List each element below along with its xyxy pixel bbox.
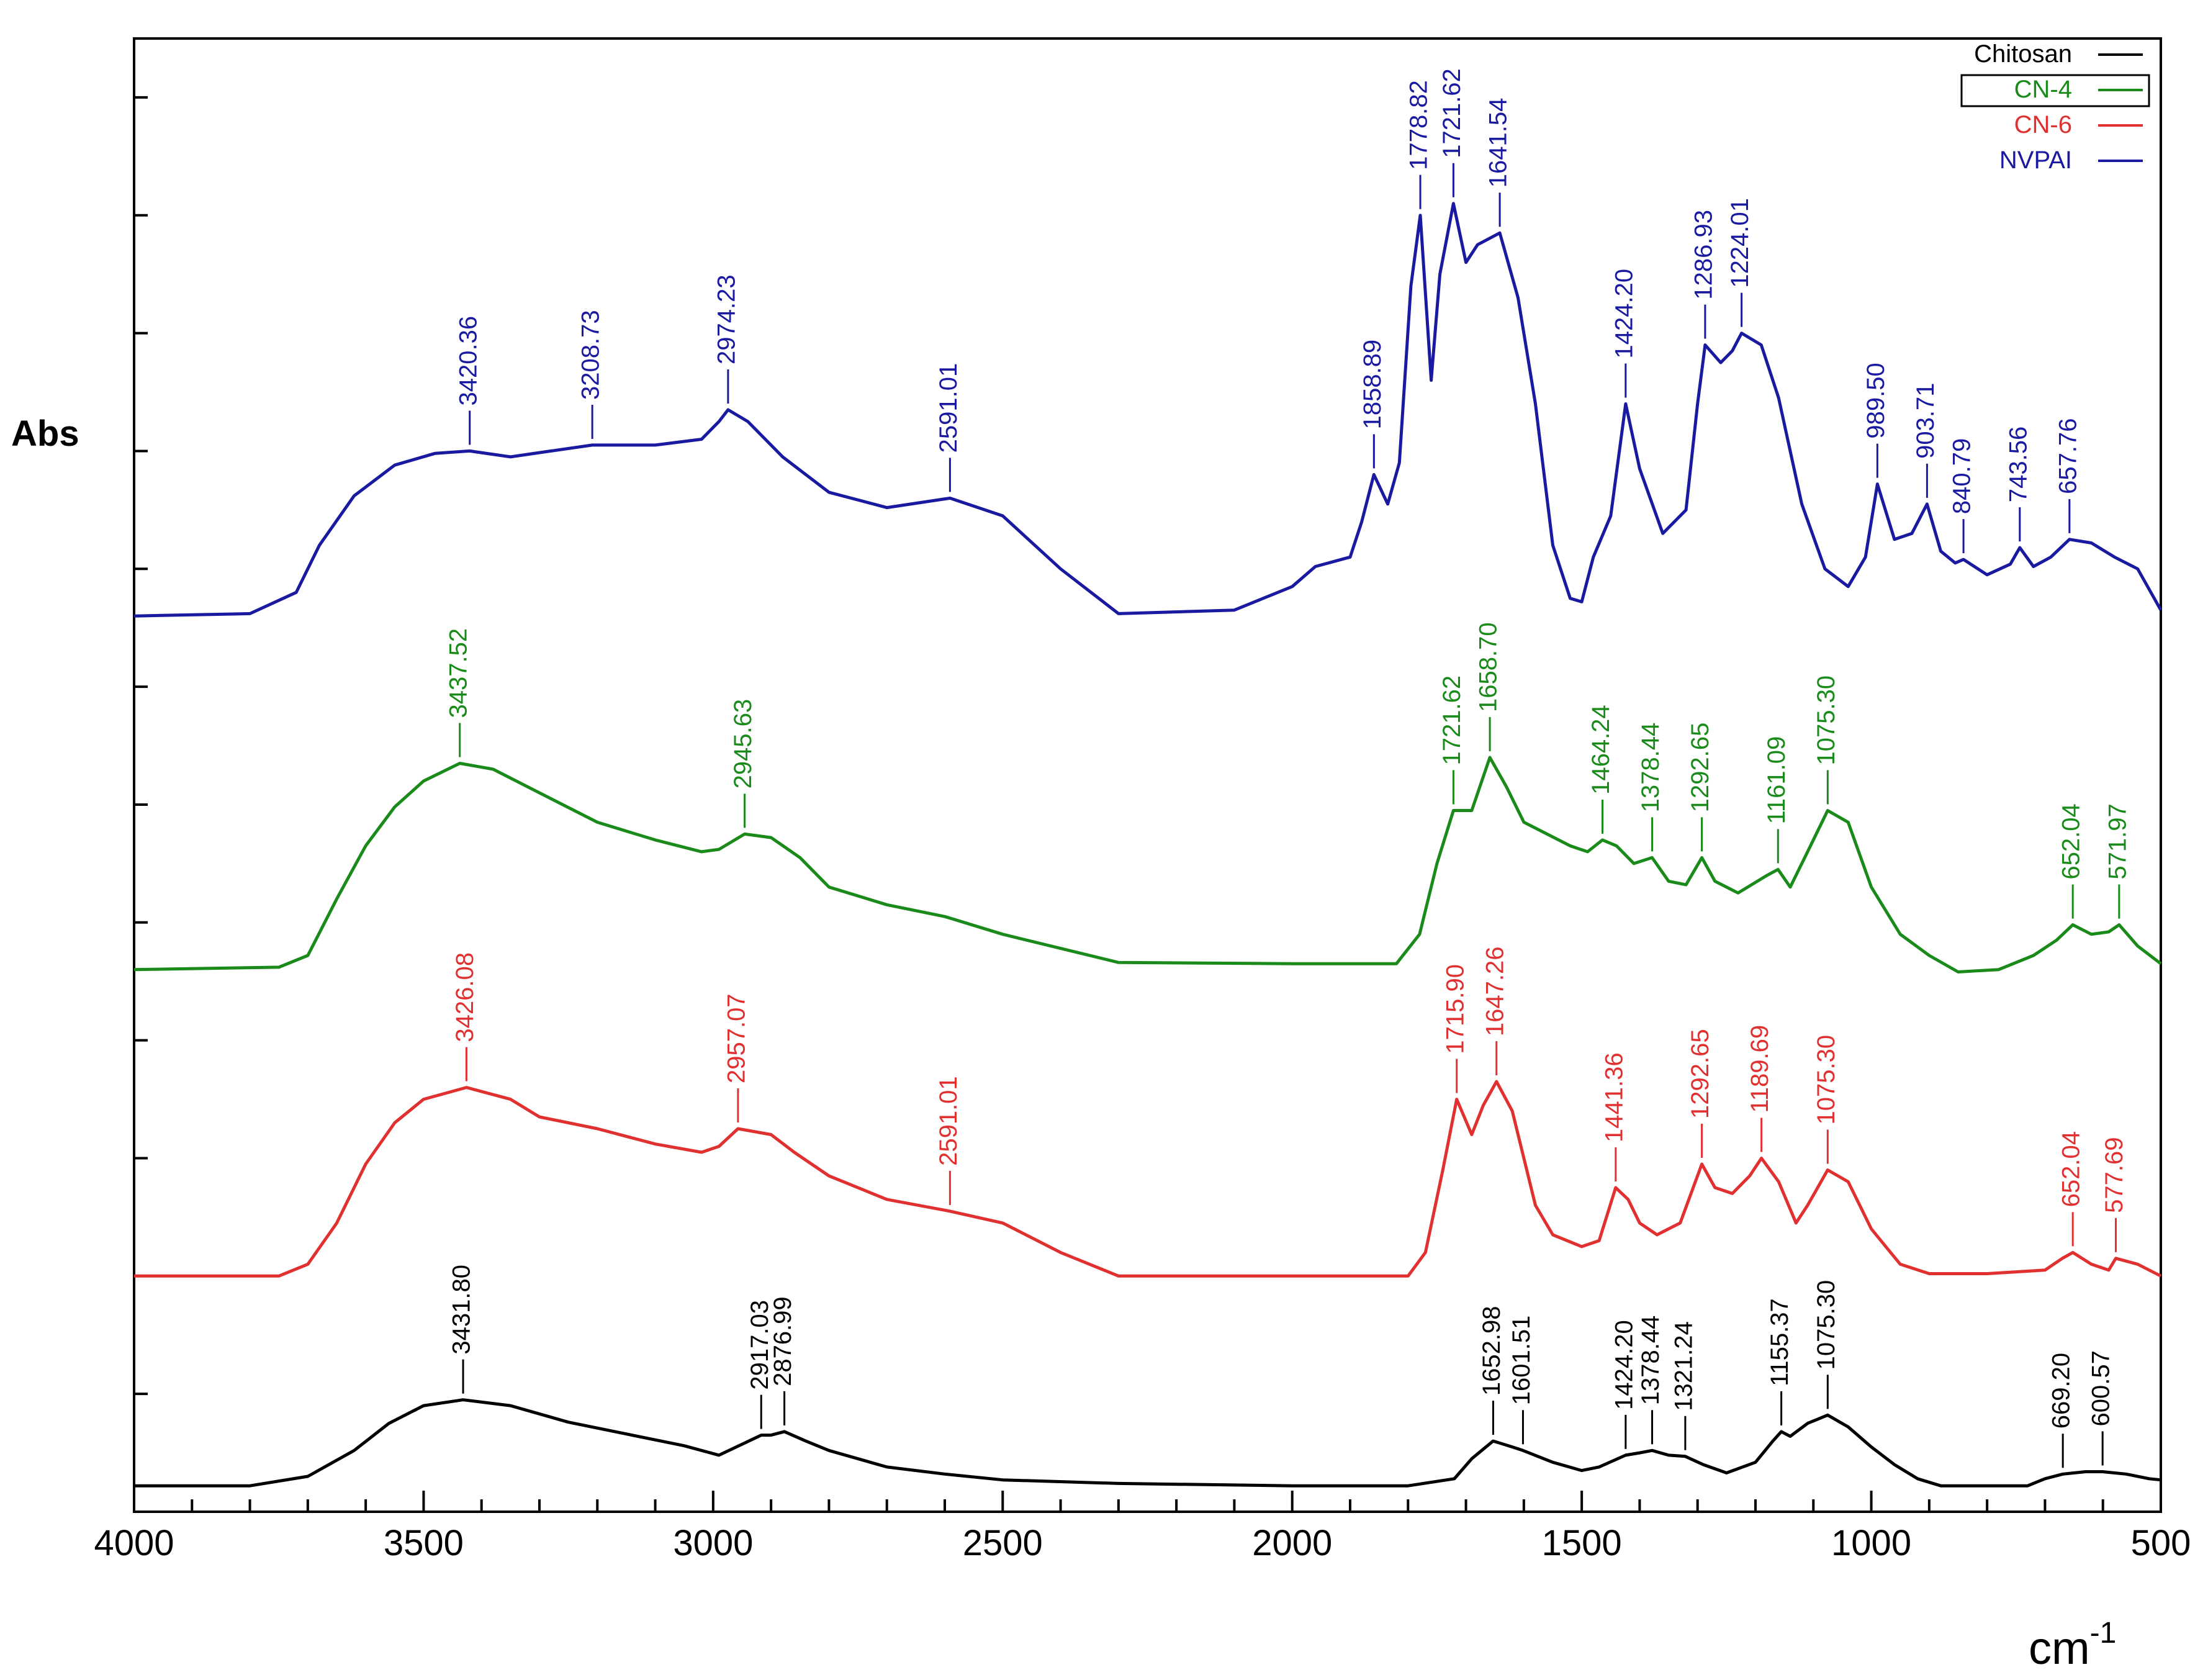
peak-label: 652.04 — [2058, 803, 2085, 879]
x-tick-label: 4000 — [94, 1523, 174, 1563]
peak-label: 1424.20 — [1610, 269, 1638, 359]
peak-label: 652.04 — [2058, 1131, 2085, 1207]
y-tick-marks — [134, 96, 148, 1396]
x-tick-label: 500 — [2131, 1523, 2191, 1563]
peak-label: 2591.01 — [935, 363, 962, 453]
series-layer — [133, 202, 2163, 1488]
peak-label: 903.71 — [1912, 383, 1939, 459]
y-axis-label: Abs — [11, 413, 79, 454]
series-line-chitosan — [134, 1398, 2161, 1488]
peak-label: 600.57 — [2088, 1350, 2115, 1426]
peak-label: 2945.63 — [729, 699, 757, 789]
peak-label: 1652.98 — [1478, 1306, 1505, 1396]
peak-label: 1189.69 — [1746, 1025, 1773, 1113]
peak-label: 3426.08 — [451, 952, 479, 1042]
peak-label: 1647.26 — [1481, 946, 1508, 1036]
peak-label: 743.56 — [2004, 427, 2032, 502]
peak-label: 1601.51 — [1508, 1316, 1535, 1406]
peak-label: 2957.07 — [723, 993, 750, 1083]
series-line-nvpai — [133, 202, 2163, 618]
peak-label: 577.69 — [2101, 1137, 2128, 1213]
peak-label: 1075.30 — [1813, 1280, 1840, 1370]
peak-label: 1155.37 — [1766, 1298, 1793, 1386]
peak-label: 2876.99 — [769, 1296, 796, 1386]
x-tick-label: 3500 — [384, 1523, 464, 1563]
peak-label: 3431.80 — [448, 1265, 475, 1355]
peak-label: 2917.03 — [746, 1300, 773, 1390]
peak-label: 3420.36 — [454, 316, 482, 406]
peak-label: 1224.01 — [1726, 198, 1754, 288]
peak-label: 1721.62 — [1438, 675, 1466, 765]
peak-label: 1858.89 — [1359, 340, 1386, 430]
peak-label: 3208.73 — [577, 310, 605, 400]
x-axis: 4000 3500 3000 2500 2000 1500 1000 500 — [94, 1491, 2191, 1563]
peak-label: 1292.65 — [1687, 723, 1714, 813]
legend-label: NVPAI — [1999, 147, 2072, 174]
plot-frame — [133, 37, 2162, 1513]
legend-highlight-box — [1960, 74, 2150, 107]
legend-label: CN-4 — [2014, 76, 2072, 103]
peak-label: 2591.01 — [935, 1076, 962, 1166]
peak-label: 1286.93 — [1690, 210, 1717, 300]
peak-label: 1161.09 — [1763, 736, 1790, 824]
peak-label: 1641.54 — [1485, 98, 1512, 188]
peak-label: 3437.52 — [444, 628, 472, 718]
peak-label: 1378.44 — [1637, 723, 1664, 813]
series-line-cn-6 — [134, 1080, 2162, 1278]
peak-label: 1075.30 — [1813, 1035, 1840, 1125]
x-tick-label: 1000 — [1831, 1523, 1911, 1563]
peak-label: 571.97 — [2104, 803, 2131, 879]
x-tick-label: 1500 — [1542, 1523, 1622, 1563]
x-tick-label: 3000 — [673, 1523, 753, 1563]
peak-label: 1715.90 — [1441, 964, 1469, 1054]
peak-label: 1778.82 — [1405, 80, 1433, 170]
peak-label: 2974.23 — [713, 274, 740, 364]
peak-label: 657.76 — [2054, 418, 2081, 494]
legend: Chitosan CN-4 CN-6 NVPAI — [1960, 40, 2150, 174]
peak-label: 1424.20 — [1610, 1320, 1638, 1410]
legend-label: CN-6 — [2014, 111, 2072, 138]
x-axis-label: cm-1 — [2029, 1617, 2116, 1674]
peak-label: 1292.65 — [1687, 1029, 1714, 1119]
peak-label: 1321.24 — [1670, 1321, 1697, 1411]
peak-label: 1378.44 — [1637, 1316, 1664, 1406]
x-tick-label: 2500 — [963, 1523, 1043, 1563]
peak-label: 1441.36 — [1600, 1052, 1628, 1142]
peak-label: 1464.24 — [1587, 705, 1615, 795]
legend-label: Chitosan — [1974, 40, 2072, 68]
peak-label: 1075.30 — [1813, 675, 1840, 765]
peak-label: 840.79 — [1949, 438, 1976, 514]
peak-label: 1721.62 — [1438, 68, 1466, 158]
x-tick-label: 2000 — [1252, 1523, 1332, 1563]
peak-label: 669.20 — [2048, 1353, 2075, 1429]
series-line-cn-4 — [133, 756, 2162, 973]
x-axis-label-exponent: -1 — [2090, 1617, 2117, 1650]
peak-label: 1658.70 — [1475, 622, 1502, 712]
peak-label: 989.50 — [1862, 363, 1890, 438]
